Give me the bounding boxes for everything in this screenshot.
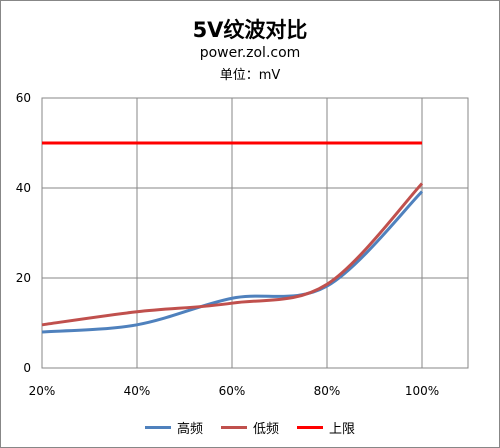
- legend-label: 高频: [176, 422, 203, 437]
- x-tick-label: 40%: [124, 384, 151, 398]
- y-tick-label: 0: [23, 361, 31, 375]
- x-tick-label: 20%: [29, 384, 56, 398]
- x-tick-label: 80%: [314, 384, 341, 398]
- y-tick-label: 60: [16, 91, 31, 105]
- series-line-2: [41, 182, 424, 327]
- horizontal-gridlines: [42, 187, 468, 279]
- chart-legend: 高频 低频 上限: [0, 418, 500, 437]
- legend-swatch: [144, 426, 171, 429]
- y-axis-ticks: 0 20 40 60: [16, 91, 31, 375]
- y-tick-label: 20: [16, 271, 31, 285]
- x-tick-label: 60%: [219, 384, 246, 398]
- legend-swatch: [297, 426, 323, 429]
- legend-label: 低频: [252, 422, 279, 437]
- series-lines: [41, 141, 424, 334]
- legend-item-3: 上限: [297, 418, 355, 437]
- legend-item-1: 高频: [144, 418, 203, 437]
- legend-item-2: 低频: [220, 418, 279, 437]
- x-tick-label: 100%: [405, 384, 439, 398]
- x-axis-ticks: 20% 40% 60% 80% 100%: [29, 384, 439, 398]
- chart-title: 5V纹波对比: [192, 18, 308, 42]
- series-line-1: [41, 190, 424, 334]
- y-tick-label: 40: [16, 181, 31, 195]
- chart-subtitle: power.zol.com: [199, 45, 301, 61]
- chart-unit-label: 单位：mV: [219, 68, 281, 83]
- legend-label: 上限: [329, 422, 356, 437]
- legend-swatch: [220, 426, 247, 429]
